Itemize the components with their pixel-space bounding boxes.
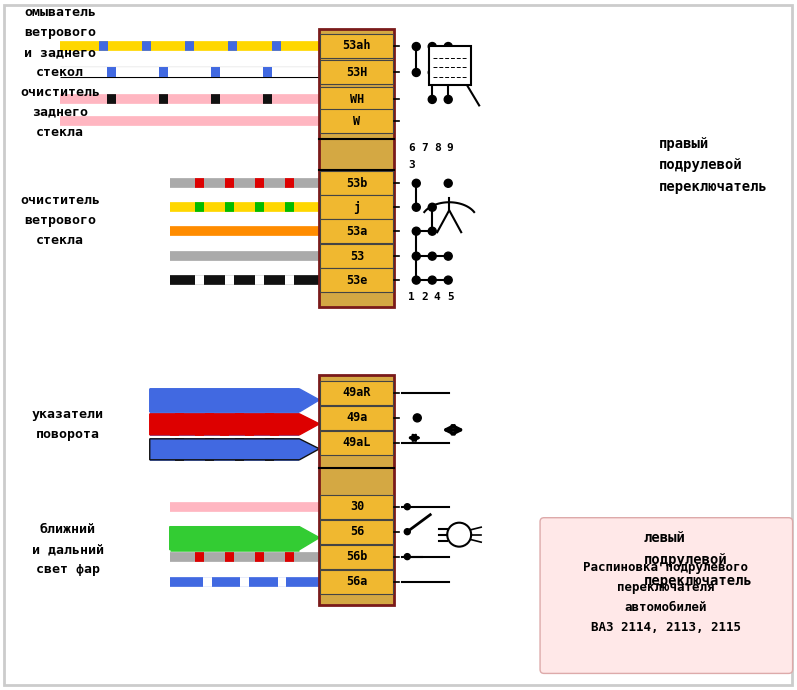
Text: 56: 56	[350, 525, 364, 538]
Text: 2: 2	[421, 292, 428, 302]
Circle shape	[444, 179, 452, 187]
Circle shape	[428, 276, 436, 284]
Text: стекла: стекла	[36, 234, 84, 247]
Bar	[320, 544, 393, 569]
Bar	[320, 495, 393, 519]
Circle shape	[412, 43, 420, 50]
Bar	[320, 268, 393, 292]
Text: 53e: 53e	[346, 274, 367, 286]
Text: 53a: 53a	[346, 225, 367, 237]
Bar	[320, 406, 393, 430]
Bar	[320, 219, 393, 243]
Text: очиститель: очиститель	[20, 194, 100, 207]
Bar	[430, 46, 471, 86]
Circle shape	[412, 179, 420, 187]
Circle shape	[412, 227, 420, 235]
Text: 49aR: 49aR	[343, 386, 371, 400]
Polygon shape	[150, 414, 320, 435]
Text: и дальний: и дальний	[32, 543, 104, 556]
Text: 53H: 53H	[346, 66, 367, 79]
Text: ветрового: ветрового	[24, 26, 96, 39]
Text: заднего: заднего	[32, 106, 88, 119]
Circle shape	[428, 252, 436, 260]
Circle shape	[404, 504, 410, 510]
Bar	[320, 110, 393, 133]
Bar	[320, 195, 393, 219]
Text: стекла: стекла	[36, 126, 84, 139]
Text: 49aL: 49aL	[343, 436, 371, 449]
Circle shape	[412, 252, 420, 260]
Text: 3: 3	[408, 160, 414, 170]
Text: 53ah: 53ah	[343, 39, 371, 52]
Circle shape	[412, 276, 420, 284]
Bar	[320, 61, 393, 84]
Polygon shape	[150, 389, 320, 412]
Text: 30: 30	[350, 500, 364, 513]
Circle shape	[412, 68, 420, 77]
Bar	[320, 431, 393, 455]
Text: 56b: 56b	[346, 550, 367, 563]
Text: 4: 4	[434, 292, 441, 302]
Circle shape	[404, 553, 410, 560]
Text: очиститель: очиститель	[20, 86, 100, 99]
Text: 8: 8	[434, 144, 441, 153]
Bar	[320, 28, 395, 307]
Bar	[320, 244, 393, 268]
Circle shape	[428, 43, 436, 50]
Text: 53b: 53b	[346, 177, 367, 190]
Text: WH: WH	[350, 93, 364, 106]
Text: поворота: поворота	[36, 428, 100, 442]
Text: ветрового: ветрового	[24, 214, 96, 227]
Bar	[320, 88, 393, 111]
Bar	[320, 34, 393, 57]
Text: W: W	[353, 115, 360, 128]
Text: омыватель: омыватель	[24, 6, 96, 19]
Polygon shape	[170, 526, 320, 550]
Text: 56a: 56a	[346, 575, 367, 588]
Text: 7: 7	[421, 144, 428, 153]
Circle shape	[428, 95, 436, 104]
Circle shape	[444, 252, 452, 260]
Polygon shape	[150, 439, 320, 460]
Circle shape	[428, 204, 436, 211]
Text: стекол: стекол	[36, 66, 84, 79]
Circle shape	[444, 95, 452, 104]
Text: 5: 5	[447, 292, 453, 302]
Bar	[320, 375, 395, 604]
Text: 9: 9	[447, 144, 453, 153]
Text: правый
подрулевой
переключатель: правый подрулевой переключатель	[659, 137, 768, 194]
Circle shape	[447, 523, 471, 546]
Bar	[320, 381, 393, 405]
Text: свет фар: свет фар	[36, 563, 100, 576]
Circle shape	[444, 276, 452, 284]
Bar	[320, 171, 393, 195]
Text: указатели: указатели	[32, 408, 104, 422]
Text: Распиновка подрулевого
переключателя
автомобилей
ВАЗ 2114, 2113, 2115: Распиновка подрулевого переключателя авт…	[583, 561, 748, 634]
Text: ближний: ближний	[40, 523, 96, 536]
Bar	[320, 570, 393, 593]
Text: 49a: 49a	[346, 411, 367, 424]
Text: левый
подрулевой
переключатель: левый подрулевой переключатель	[644, 531, 752, 589]
Text: и заднего: и заднего	[24, 46, 96, 59]
Bar	[320, 520, 393, 544]
Circle shape	[428, 68, 436, 77]
Text: 53: 53	[350, 250, 364, 263]
Text: j: j	[353, 201, 360, 214]
FancyBboxPatch shape	[540, 518, 792, 673]
Circle shape	[428, 227, 436, 235]
Circle shape	[444, 43, 452, 50]
Text: 6: 6	[408, 144, 414, 153]
Circle shape	[404, 529, 410, 535]
Text: 1: 1	[408, 292, 414, 302]
Circle shape	[412, 204, 420, 211]
Circle shape	[414, 414, 422, 422]
